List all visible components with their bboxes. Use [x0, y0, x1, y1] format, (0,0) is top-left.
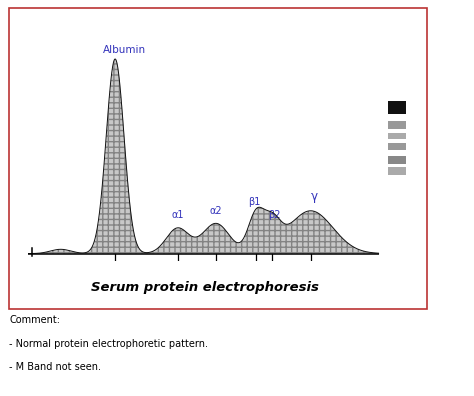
Text: Albumin: Albumin	[103, 45, 146, 55]
Bar	[388, 156, 405, 164]
Text: γ: γ	[311, 190, 318, 203]
Text: Serum protein electrophoresis: Serum protein electrophoresis	[91, 281, 319, 293]
Bar	[388, 121, 405, 129]
Bar	[388, 133, 405, 139]
Text: - Normal protein electrophoretic pattern.: - Normal protein electrophoretic pattern…	[9, 339, 209, 348]
Text: - M Band not seen.: - M Band not seen.	[9, 362, 101, 372]
Bar	[388, 101, 405, 114]
Bar	[388, 167, 405, 175]
Text: β2: β2	[268, 209, 281, 219]
Text: Comment:: Comment:	[9, 315, 61, 325]
Bar	[388, 143, 405, 150]
Text: α1: α1	[172, 211, 184, 221]
Text: β1: β1	[248, 197, 260, 207]
Text: α2: α2	[210, 206, 222, 216]
